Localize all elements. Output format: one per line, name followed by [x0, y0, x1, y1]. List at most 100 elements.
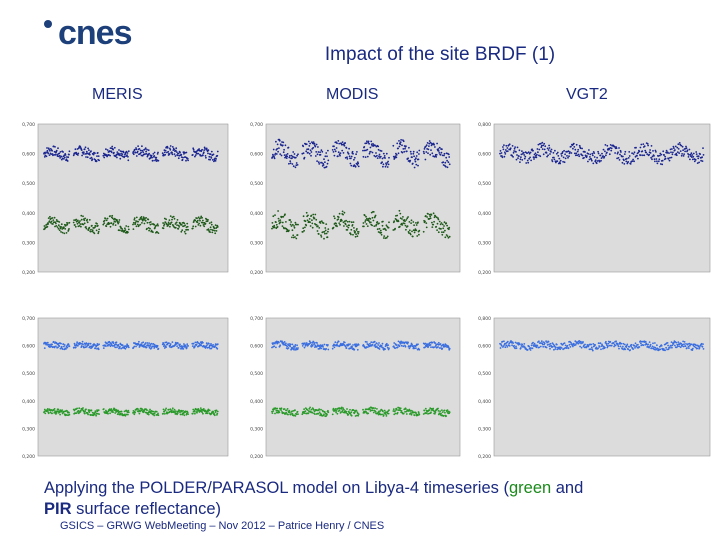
data-point	[171, 151, 173, 154]
data-point	[408, 347, 411, 350]
data-point	[395, 154, 398, 156]
data-point	[177, 152, 180, 155]
data-point	[163, 224, 165, 227]
data-point	[165, 218, 168, 221]
data-point	[278, 411, 281, 414]
data-point	[316, 342, 318, 344]
data-point	[668, 159, 671, 162]
data-point	[285, 411, 288, 414]
data-point	[191, 227, 194, 230]
data-point	[441, 409, 443, 412]
data-point	[684, 150, 686, 153]
data-point	[687, 343, 689, 345]
data-point	[448, 347, 451, 350]
data-point	[381, 157, 384, 160]
data-point	[94, 152, 96, 155]
data-point	[60, 345, 63, 348]
data-point	[173, 408, 176, 411]
data-point	[539, 345, 542, 348]
data-point	[142, 151, 145, 154]
data-point	[76, 222, 79, 225]
data-point	[505, 344, 508, 347]
data-point	[560, 155, 563, 157]
data-point	[281, 225, 284, 227]
data-point	[506, 346, 509, 348]
data-point	[123, 155, 126, 158]
data-point	[175, 151, 178, 153]
data-point	[57, 147, 59, 150]
data-point	[192, 342, 195, 345]
data-point	[303, 346, 306, 349]
data-point	[524, 155, 527, 158]
data-point	[302, 145, 305, 148]
data-point	[435, 153, 438, 156]
data-point	[281, 221, 284, 224]
data-point	[590, 346, 593, 349]
data-point	[173, 148, 176, 151]
data-point	[691, 154, 694, 156]
data-point	[312, 141, 315, 143]
data-point	[74, 148, 77, 151]
data-point	[150, 347, 153, 349]
data-point	[48, 220, 51, 223]
data-point	[210, 157, 213, 159]
data-point	[182, 409, 184, 412]
data-point	[168, 342, 170, 345]
data-point	[63, 158, 65, 160]
data-point	[343, 408, 345, 411]
data-point	[103, 219, 106, 222]
data-point	[61, 231, 64, 234]
data-point	[688, 154, 690, 156]
data-point	[623, 343, 626, 346]
data-point	[57, 410, 59, 413]
data-point	[398, 209, 401, 212]
data-point	[587, 345, 590, 348]
data-point	[435, 216, 438, 219]
data-point	[601, 152, 603, 155]
data-point	[621, 161, 624, 164]
data-point	[342, 213, 344, 216]
data-point	[669, 156, 671, 159]
data-point	[597, 342, 600, 345]
data-point	[294, 344, 297, 346]
data-point	[320, 234, 322, 237]
data-point	[205, 156, 207, 159]
data-point	[655, 151, 657, 153]
data-point	[532, 149, 534, 152]
data-point	[502, 345, 505, 347]
data-point	[573, 152, 576, 155]
data-point	[88, 342, 90, 345]
data-point	[61, 409, 64, 411]
data-point	[273, 157, 276, 160]
data-point	[340, 406, 343, 409]
data-point	[315, 151, 318, 153]
data-point	[214, 232, 217, 235]
data-point	[616, 157, 618, 160]
data-point	[551, 159, 553, 161]
data-point	[74, 344, 76, 347]
data-point	[327, 411, 330, 414]
data-point	[60, 342, 62, 345]
data-point	[194, 219, 197, 222]
data-point	[362, 408, 364, 411]
data-point	[666, 151, 669, 154]
data-point	[617, 345, 620, 348]
data-point	[207, 410, 209, 413]
data-point	[334, 150, 337, 153]
data-point	[376, 154, 378, 157]
data-point	[397, 152, 400, 155]
data-point	[378, 342, 380, 344]
data-point	[49, 149, 51, 152]
data-point	[640, 342, 642, 345]
data-point	[196, 217, 198, 220]
data-point	[153, 343, 156, 346]
data-point	[605, 342, 608, 345]
data-point	[111, 145, 114, 148]
data-point	[80, 214, 83, 217]
data-point	[614, 344, 617, 347]
data-point	[443, 409, 446, 412]
data-point	[163, 217, 166, 220]
data-point	[148, 229, 151, 232]
data-point	[584, 151, 586, 153]
data-point	[311, 222, 314, 225]
